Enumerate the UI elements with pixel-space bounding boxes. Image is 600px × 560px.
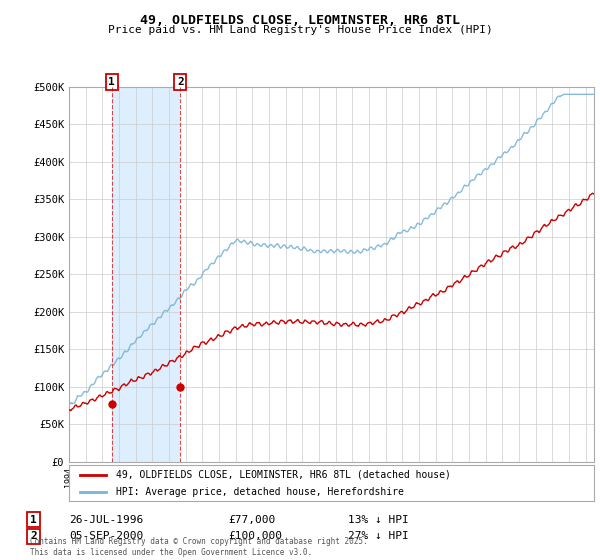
Text: Price paid vs. HM Land Registry's House Price Index (HPI): Price paid vs. HM Land Registry's House … xyxy=(107,25,493,35)
Text: 1: 1 xyxy=(30,515,37,525)
Text: £77,000: £77,000 xyxy=(228,515,275,525)
Text: Contains HM Land Registry data © Crown copyright and database right 2025.
This d: Contains HM Land Registry data © Crown c… xyxy=(30,537,368,557)
Text: 27% ↓ HPI: 27% ↓ HPI xyxy=(348,531,409,542)
Text: 13% ↓ HPI: 13% ↓ HPI xyxy=(348,515,409,525)
Text: £100,000: £100,000 xyxy=(228,531,282,542)
Text: 2: 2 xyxy=(177,77,184,87)
Text: 49, OLDFIELDS CLOSE, LEOMINSTER, HR6 8TL: 49, OLDFIELDS CLOSE, LEOMINSTER, HR6 8TL xyxy=(140,14,460,27)
Bar xyxy=(112,87,181,462)
Text: 26-JUL-1996: 26-JUL-1996 xyxy=(69,515,143,525)
Text: 49, OLDFIELDS CLOSE, LEOMINSTER, HR6 8TL (detached house): 49, OLDFIELDS CLOSE, LEOMINSTER, HR6 8TL… xyxy=(116,470,451,480)
Text: 05-SEP-2000: 05-SEP-2000 xyxy=(69,531,143,542)
Text: 1: 1 xyxy=(109,77,115,87)
Text: HPI: Average price, detached house, Herefordshire: HPI: Average price, detached house, Here… xyxy=(116,487,404,497)
Text: 2: 2 xyxy=(30,531,37,542)
